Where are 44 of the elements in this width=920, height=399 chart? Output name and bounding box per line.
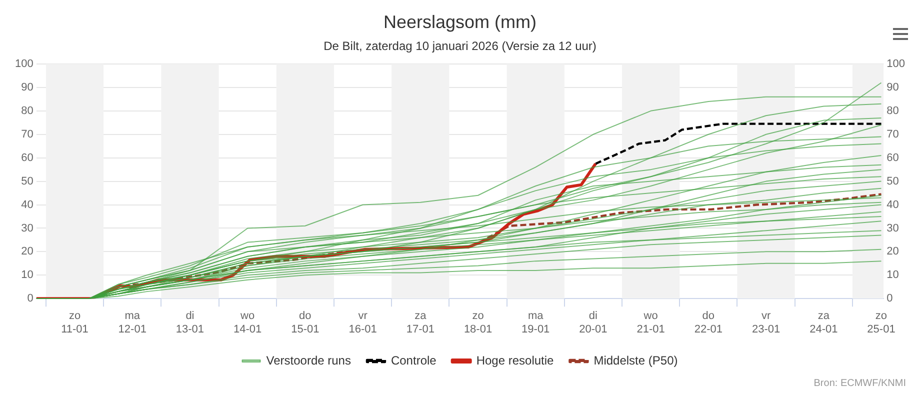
- x-tick-label: za 17-01: [406, 310, 434, 336]
- y2-tick-label: 60: [886, 152, 899, 164]
- x-tick-label: do 22-01: [694, 310, 722, 336]
- y-tick-label: 30: [21, 222, 34, 234]
- x-tick-label: zo 25-01: [867, 310, 896, 336]
- y-tick-label: 20: [21, 246, 34, 258]
- y-tick-label: 90: [21, 81, 34, 94]
- chart-subtitle: De Bilt, zaterdag 10 januari 2026 (Versie za 12 uur): [324, 39, 596, 54]
- text: Bron: ECMWF/KNMI: [814, 378, 906, 389]
- y-tick-label: 80: [21, 104, 34, 117]
- y-tick-label: 50: [21, 175, 34, 188]
- y2-tick-label: 20: [886, 246, 899, 258]
- y-tick-label: 100: [14, 58, 34, 70]
- x-tick-label: vr 16-01: [348, 310, 377, 336]
- x-tick-label: zo 18-01: [464, 310, 492, 336]
- x-tick-label: do 15-01: [291, 310, 320, 336]
- y-tick-label: 0: [27, 292, 34, 305]
- legend-label: Middelste (P50): [594, 353, 678, 368]
- y2-tick-label: 40: [886, 198, 899, 211]
- y2-tick-label: 80: [886, 104, 899, 117]
- x-tick-label: ma 19-01: [522, 310, 550, 336]
- y2-tick-label: 30: [886, 222, 899, 234]
- y2-tick-label: 0: [886, 292, 893, 305]
- y2-tick-label: 100: [886, 58, 906, 70]
- x-tick-label: wo 21-01: [636, 310, 665, 336]
- y-tick-label: 40: [21, 198, 34, 211]
- y-tick-label: 70: [21, 128, 34, 140]
- x-tick-label: di 20-01: [579, 310, 608, 336]
- legend-label: Verstoorde runs: [266, 353, 351, 368]
- legend-label: Controle: [390, 353, 437, 368]
- x-tick-label: vr 23-01: [752, 310, 780, 336]
- x-tick-label: wo 14-01: [234, 310, 262, 336]
- y-tick-label: 60: [21, 152, 34, 164]
- legend-label: Hoge resolutie: [476, 353, 554, 368]
- y2-tick-label: 50: [886, 175, 899, 188]
- x-tick-label: ma 12-01: [118, 310, 146, 336]
- y2-tick-label: 90: [886, 81, 899, 94]
- y-tick-label: 10: [21, 269, 34, 282]
- chart-title: Neerslagsom (mm): [383, 12, 537, 32]
- x-tick-label: zo 11-01: [61, 310, 88, 336]
- x-tick-label: di 13-01: [176, 310, 204, 336]
- y2-tick-label: 10: [886, 269, 899, 282]
- x-tick-label: za 24-01: [810, 310, 838, 336]
- y2-tick-label: 70: [886, 128, 899, 140]
